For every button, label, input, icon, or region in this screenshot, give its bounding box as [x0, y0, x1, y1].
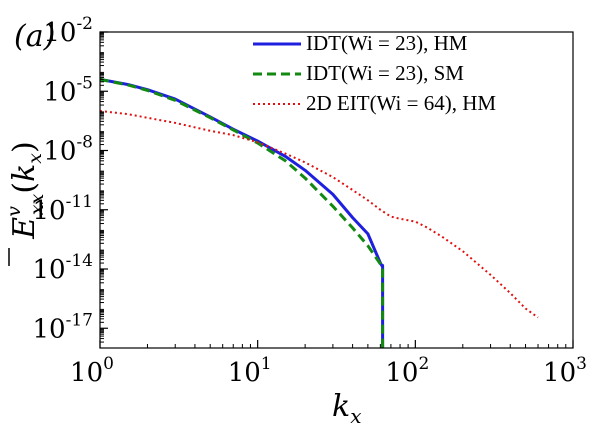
y-tick-label: 10-8	[43, 133, 93, 167]
svg-text:Evxx(kx): Evxx(kx)	[3, 141, 48, 239]
plot-series	[99, 77, 539, 348]
svg-text:kx: kx	[332, 389, 361, 428]
y-axis-label: Evxx(kx)	[3, 141, 48, 266]
legend: IDT(Wi = 23), HM IDT(Wi = 23), SM 2D EIT(W…	[253, 31, 496, 115]
x-axis-label: kx	[332, 389, 361, 428]
y-tick-label: 10-14	[33, 251, 93, 285]
x-tick-label: 101	[228, 354, 272, 388]
plot-frame	[99, 31, 574, 349]
legend-label-1: IDT(Wi = 23), HM	[306, 31, 468, 55]
series-line-3	[99, 110, 539, 319]
x-tick-label: 100	[70, 354, 114, 388]
y-tick-label: 10-2	[43, 14, 93, 48]
y-tick-label: 10-17	[33, 310, 93, 344]
x-tick-label: 103	[543, 354, 587, 388]
legend-label-2: IDT(Wi = 23), SM	[306, 61, 464, 85]
y-tick-label: 10-11	[33, 192, 93, 226]
panel-label: (a)	[14, 19, 55, 54]
x-axis-label-subscript: x	[350, 404, 361, 428]
series-line-2	[99, 77, 385, 348]
y-axis-ticks: 10-17 10-14 10-11 10-8 10-5 10-2	[33, 14, 108, 344]
x-tick-label: 102	[385, 354, 429, 388]
legend-label-3: 2D EIT(Wi = 64), HM	[306, 91, 496, 115]
y-tick-label: 10-5	[43, 73, 93, 107]
x-axis-ticks: 100 101 102 103	[70, 340, 587, 388]
